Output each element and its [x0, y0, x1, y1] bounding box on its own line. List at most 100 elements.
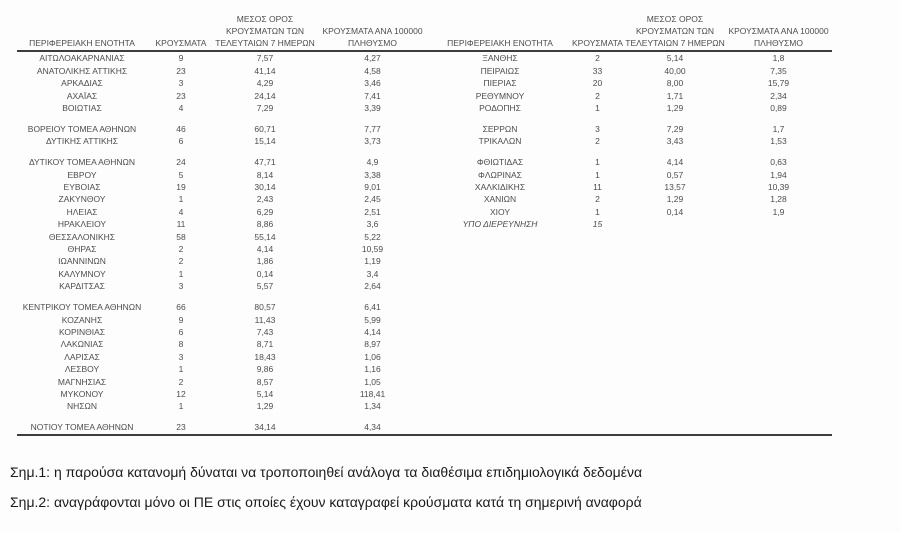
right-cases-cell: [570, 338, 625, 350]
right-avg7-cell: [625, 351, 725, 363]
left-region-cell: ΒΟΡΕΙΟΥ ΤΟΜΕΑ ΑΘΗΝΩΝ: [27, 123, 137, 134]
table-spacer-row: [17, 413, 832, 422]
left-avg7-cell: 30,14: [254, 182, 276, 193]
left-region-cell: ΔΥΤΙΚΟΥ ΤΟΜΕΑ ΑΘΗΝΩΝ: [28, 157, 136, 168]
left-avg7-cell: 47,71: [254, 157, 276, 168]
left-region-cell: ΗΡΑΚΛΕΙΟΥ: [57, 219, 107, 230]
right-avg7-cell: [625, 243, 725, 255]
table-row: ΘΗΡΑΣ 2 4,14 10,59: [17, 243, 832, 255]
left-avg7-cell: 6,29: [256, 206, 274, 217]
right-per100k-cell: [725, 314, 832, 326]
left-avg7-cell: 2,43: [256, 194, 274, 205]
left-cases-cell: 6: [178, 327, 184, 338]
table-row: ΘΕΣΣΑΛΟΝΙΚΗΣ 58 55,14 5,22: [17, 231, 832, 243]
table-header-row: ΠΕΡΙΦΕΡΕΙΑΚΗ ΕΝΟΤΗΤΑ ΚΡΟΥΣΜΑΤΑ ΜΕΣΟΣ ΟΡΟ…: [17, 14, 832, 53]
right-cases-cell: 1: [595, 169, 600, 180]
left-per100k-cell: 10,59: [361, 244, 384, 255]
left-cases-cell: 1: [178, 268, 184, 279]
right-region-cell: ΠΙΕΡΙΑΣ: [483, 78, 517, 89]
left-region-cell: ΖΑΚΥΝΘΟΥ: [58, 194, 106, 205]
left-per100k-cell: 4,14: [364, 327, 381, 338]
right-col-header-avg7-line3: ΤΕΛΕΥΤΑΙΩΝ 7 ΗΜΕΡΩΝ: [625, 37, 725, 48]
left-per100k-cell: 118,41: [359, 389, 386, 400]
right-region-cell: ΧΑΛΚΙΔΙΚΗΣ: [474, 182, 526, 193]
left-per100k-cell: 3,4: [366, 268, 379, 279]
left-avg7-cell: 7,43: [256, 327, 274, 338]
left-per100k-cell: 8,97: [364, 339, 381, 350]
left-region-cell: ΗΛΕΙΑΣ: [66, 206, 98, 217]
right-avg7-cell: [625, 400, 725, 412]
spacer-cell: [17, 148, 832, 157]
right-per100k-cell: [725, 243, 832, 255]
right-per100k-cell: 1,8: [772, 53, 785, 64]
left-avg7-cell: 55,14: [254, 231, 276, 242]
right-cases-cell: [570, 231, 625, 243]
right-avg7-cell: [625, 314, 725, 326]
right-region-cell: [430, 280, 570, 292]
left-region-cell: ΑΡΚΑΔΙΑΣ: [61, 78, 103, 89]
right-per100k-cell: [725, 268, 832, 280]
left-per100k-cell: 3,6: [366, 219, 379, 230]
right-avg7-cell: 7,29: [666, 123, 684, 134]
right-col-header-avg7-line2: ΚΡΟΥΣΜΑΤΩΝ ΤΩΝ: [636, 25, 714, 36]
right-cases-cell: [570, 363, 625, 375]
footnote-2: Σημ.2: αναγράφονται μόνο οι ΠΕ στις οποί…: [10, 494, 642, 510]
left-cases-cell: 3: [178, 78, 184, 89]
right-cases-cell: 1: [595, 157, 600, 168]
right-cases-cell: [570, 351, 625, 363]
left-avg7-cell: 41,14: [254, 65, 276, 76]
right-region-cell: ΦΘΙΩΤΙΔΑΣ: [476, 157, 524, 168]
left-per100k-cell: 5,99: [364, 314, 381, 325]
right-per100k-cell: 15,79: [767, 78, 790, 89]
table-row: ΑΙΤΩΛΟΑΚΑΡΝΑΝΙΑΣ 9 7,57 4,27 ΞΑΝΘΗΣ 2 5,14 1,8: [17, 51, 832, 64]
left-cases-cell: 1: [178, 194, 184, 205]
left-col-header-avg7: ΜΕΣΟΣ ΟΡΟΣ ΚΡΟΥΣΜΑΤΩΝ ΤΩΝ ΤΕΛΕΥΤΑΙΩΝ 7 Η…: [215, 14, 315, 53]
left-cases-cell: 3: [178, 281, 184, 292]
left-region-cell: ΛΕΣΒΟΥ: [64, 364, 100, 375]
left-avg7-cell: 60,71: [254, 123, 276, 134]
right-per100k-cell: [725, 218, 832, 230]
left-cases-cell: 23: [176, 422, 186, 433]
right-avg7-cell: 5,14: [666, 53, 684, 64]
right-avg7-cell: 1,71: [666, 90, 684, 101]
right-avg7-cell: [625, 231, 725, 243]
left-region-cell: ΛΑΚΩΝΙΑΣ: [60, 339, 104, 350]
right-per100k-cell: [725, 421, 832, 434]
cases-by-regional-unit-table: ΠΕΡΙΦΕΡΕΙΑΚΗ ΕΝΟΤΗΤΑ ΚΡΟΥΣΜΑΤΑ ΜΕΣΟΣ ΟΡΟ…: [17, 14, 832, 436]
right-region-cell: ΥΠΟ ΔΙΕΡΕΥΝΗΣΗ: [462, 219, 538, 230]
right-per100k-cell: [725, 280, 832, 292]
right-per100k-cell: 7,35: [770, 65, 787, 76]
left-avg7-cell: 8,14: [256, 169, 274, 180]
table-row: ΗΛΕΙΑΣ 4 6,29 2,51 ΧΙΟΥ 1 0,14 1,9: [17, 206, 832, 218]
right-avg7-cell: 1,29: [666, 194, 684, 205]
right-cases-cell: [570, 243, 625, 255]
right-avg7-cell: [625, 338, 725, 350]
left-region-cell: ΒΟΙΩΤΙΑΣ: [62, 103, 102, 114]
left-cases-cell: 8: [178, 339, 184, 350]
left-per100k-cell: 1,06: [364, 351, 381, 362]
right-per100k-cell: 0,63: [770, 157, 787, 168]
right-avg7-cell: [625, 388, 725, 400]
left-avg7-cell: 11,43: [254, 314, 276, 325]
right-avg7-cell: 8,00: [666, 78, 684, 89]
right-region-cell: [430, 231, 570, 243]
table-row: ΗΡΑΚΛΕΙΟΥ 11 8,86 3,6 ΥΠΟ ΔΙΕΡΕΥΝΗΣΗ 15: [17, 218, 832, 230]
table-row: ΝΗΣΩΝ 1 1,29 1,34: [17, 400, 832, 412]
table-row: ΚΑΡΔΙΤΣΑΣ 3 5,57 2,64: [17, 280, 832, 292]
left-per100k-cell: 2,64: [364, 281, 381, 292]
left-cases-cell: 19: [176, 182, 186, 193]
left-per100k-cell: 3,73: [364, 136, 381, 147]
right-per100k-cell: [725, 376, 832, 388]
left-region-cell: ΑΧΑΪΑΣ: [66, 90, 98, 101]
right-region-cell: [430, 400, 570, 412]
table-row: ΚΕΝΤΡΙΚΟΥ ΤΟΜΕΑ ΑΘΗΝΩΝ 66 80,57 6,41: [17, 301, 832, 313]
footnote-1: Σημ.1: η παρούσα κατανομή δύναται να τρο…: [10, 464, 643, 480]
right-cases-cell: 33: [592, 65, 603, 76]
table-row: ΕΒΡΟΥ 5 8,14 3,38 ΦΛΩΡΙΝΑΣ 1 0,57 1,94: [17, 169, 832, 181]
right-region-cell: [430, 338, 570, 350]
left-per100k-cell: 4,58: [364, 65, 381, 76]
left-col-header-per100k-line1: ΚΡΟΥΣΜΑΤΑ ΑΝΑ 100000: [322, 25, 423, 36]
left-avg7-cell: 8,57: [256, 376, 274, 387]
right-per100k-cell: 1,94: [770, 169, 787, 180]
